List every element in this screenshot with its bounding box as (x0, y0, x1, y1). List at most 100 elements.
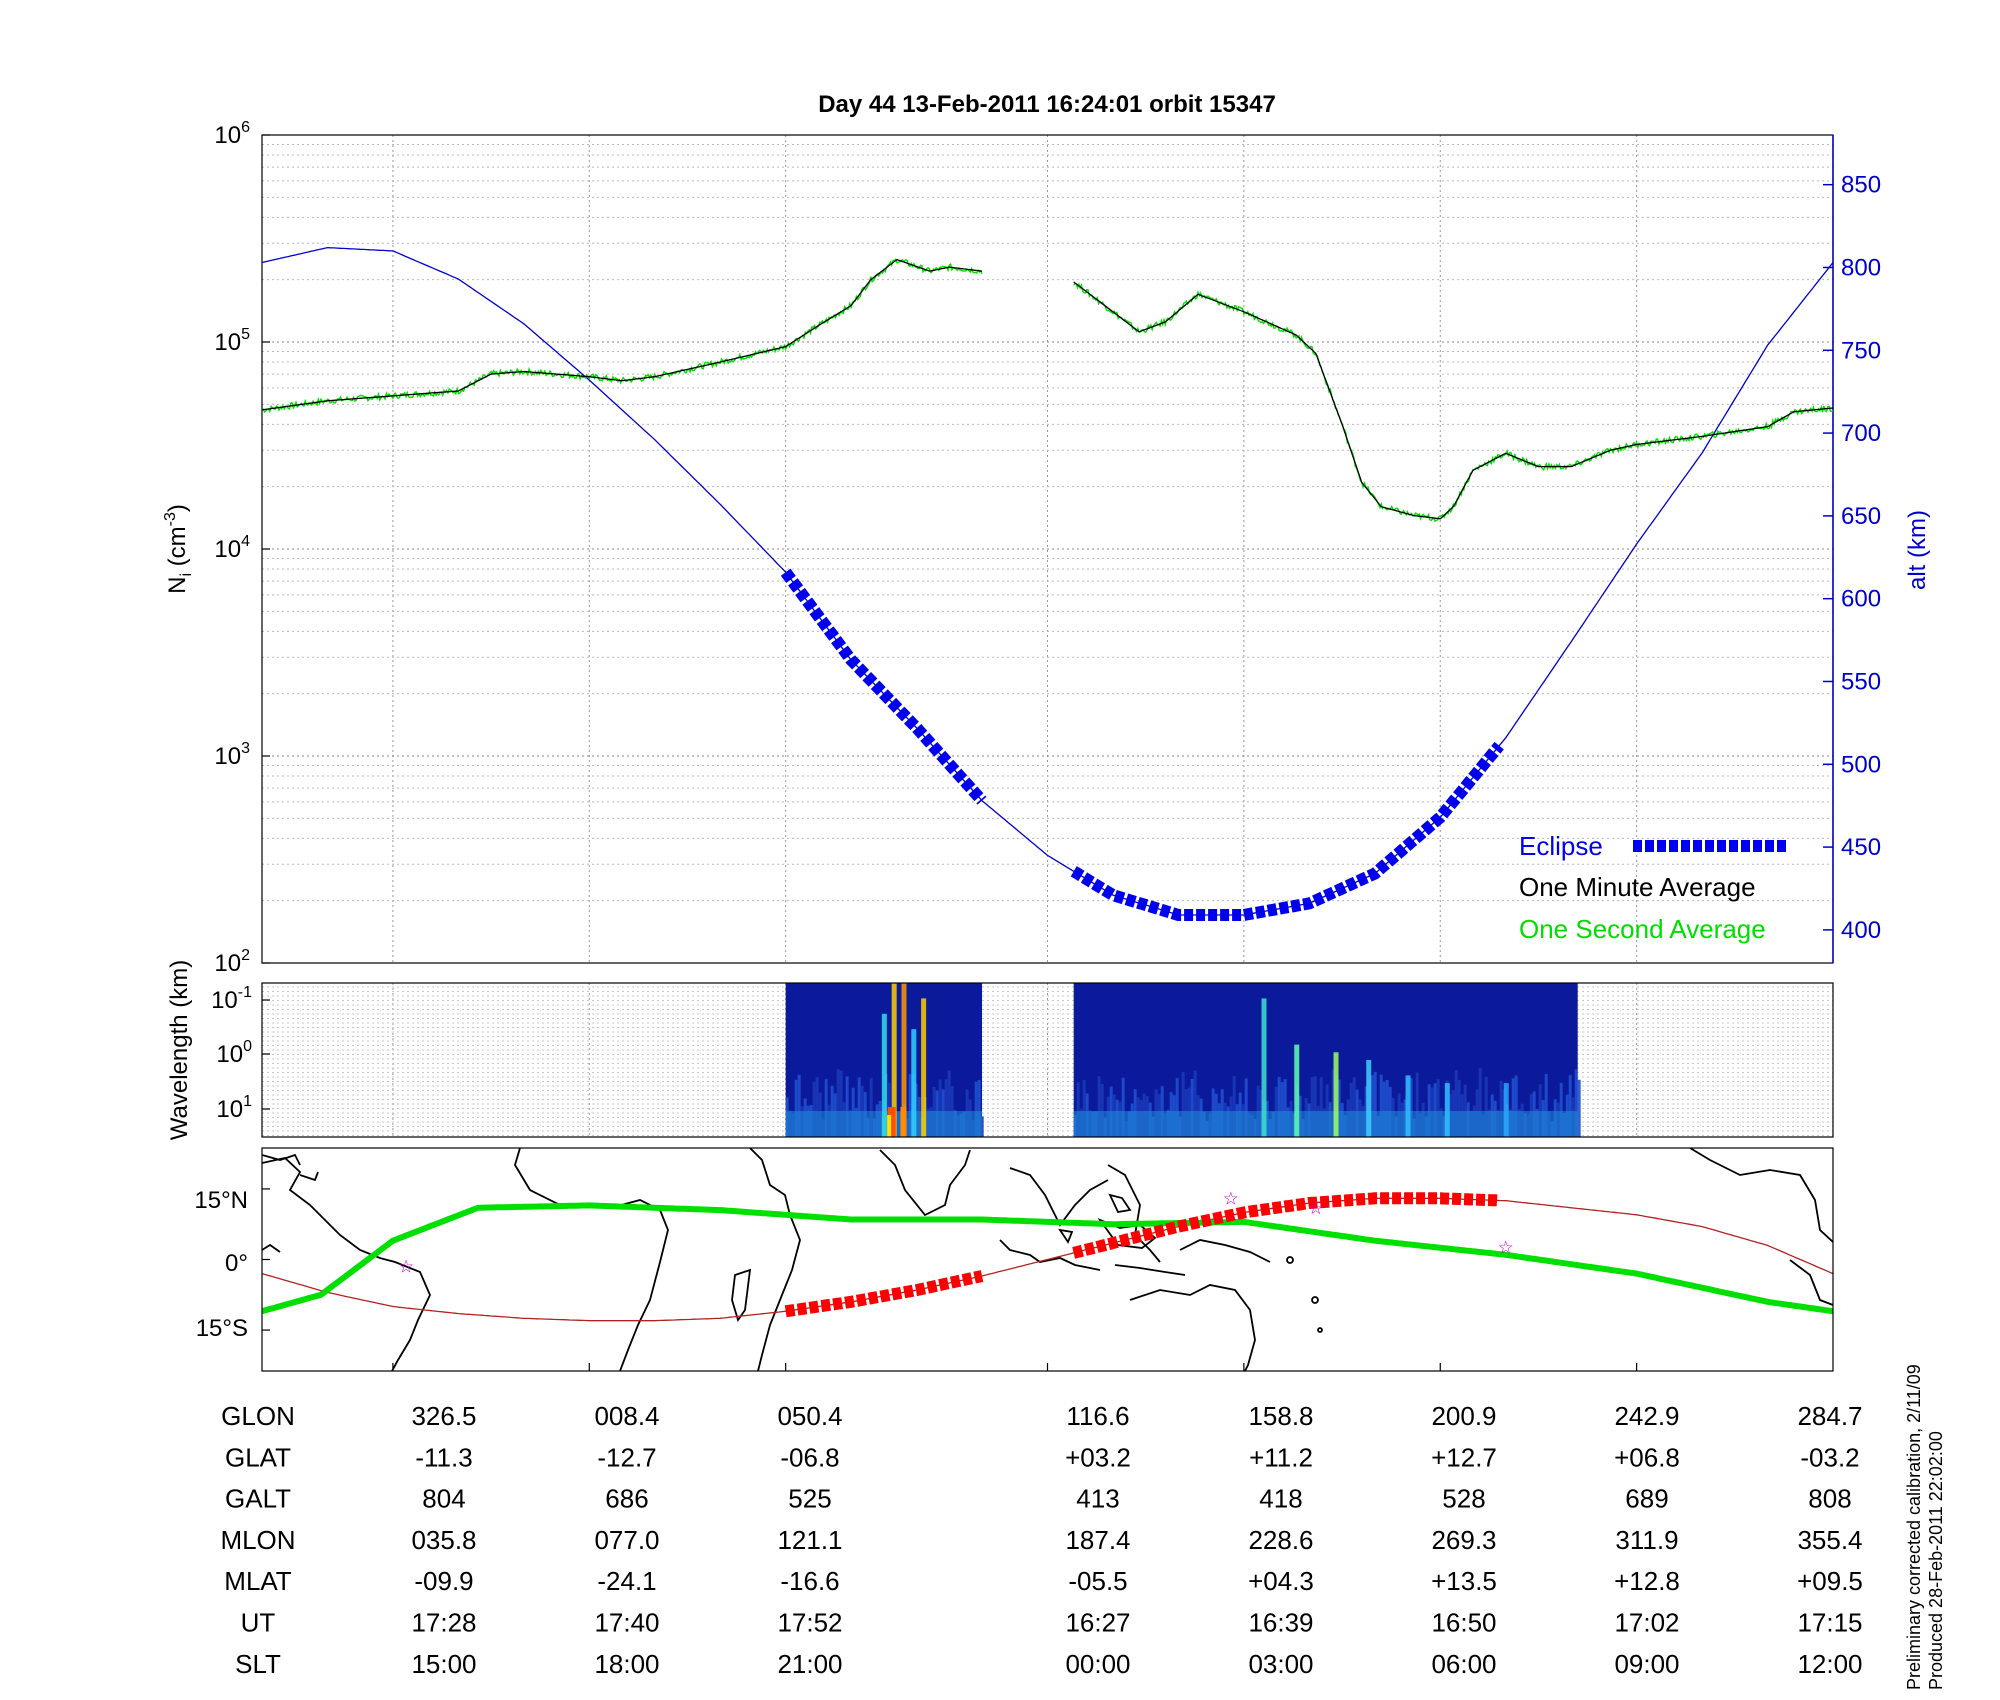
spectrogram-column (908, 1073, 912, 1137)
spectrogram-column (1244, 1078, 1248, 1137)
density-tick-label-0: 102 (214, 947, 250, 977)
table-cell-mlon-1: 077.0 (594, 1525, 659, 1555)
spectrogram-spike-1-2 (1333, 1052, 1339, 1137)
alt-tick-label-9: 850 (1841, 172, 1881, 199)
spectrogram-column (1280, 1082, 1284, 1137)
star-marker-3: ☆ (1498, 1238, 1514, 1258)
table-label-mlon: MLON (220, 1525, 295, 1555)
spectrogram-column (1337, 1079, 1341, 1137)
eclipse-track-0 (784, 1270, 984, 1318)
spectrogram-column (836, 1069, 840, 1137)
density-tick-label-1: 103 (214, 740, 250, 770)
spectrogram-column (812, 1081, 816, 1137)
table-cell-mlat-4: +04.3 (1248, 1566, 1314, 1596)
one-minute-average-0 (262, 258, 983, 411)
wavelength-axis-label: Wavelength (km) (166, 960, 193, 1141)
table-cell-galt-6: 689 (1625, 1484, 1668, 1514)
spectrogram-column (845, 1076, 849, 1137)
coast-philippines (1108, 1193, 1132, 1213)
density-axis-ticks: 102 103 104 105 106 (214, 119, 270, 977)
density-tick-label-3: 105 (214, 326, 250, 356)
spectrogram-spike-0-4 (921, 998, 927, 1137)
table-cell-ut-4: 16:39 (1248, 1608, 1313, 1638)
table-cell-galt-3: 413 (1076, 1484, 1119, 1514)
table-label-glon: GLON (221, 1401, 295, 1431)
spectrogram-column (1331, 1069, 1335, 1137)
spectrogram-column (980, 1116, 984, 1137)
table-cell-glon-0: 326.5 (411, 1401, 476, 1431)
table-cell-galt-4: 418 (1259, 1484, 1302, 1514)
altitude-line (262, 246, 1833, 916)
coast-central-america-right (1689, 1148, 1833, 1243)
spectrogram-column (1283, 1079, 1287, 1137)
table-cell-mlat-3: -05.5 (1068, 1566, 1127, 1596)
dip-equator-line (262, 1202, 1833, 1315)
table-cell-glat-1: -12.7 (597, 1442, 656, 1472)
island-1 (1286, 1256, 1294, 1264)
table-cell-mlon-6: 311.9 (1615, 1525, 1678, 1555)
spectrogram-column (1409, 1078, 1413, 1137)
spectrogram-column (1310, 1077, 1314, 1137)
table-cell-mlon-4: 228.6 (1248, 1525, 1313, 1555)
spectrogram-column (1181, 1071, 1185, 1137)
table-cell-glon-3: 116.6 (1066, 1401, 1129, 1431)
spectrogram-column (1379, 1074, 1383, 1137)
spectrogram-hotspot-c (887, 1115, 892, 1137)
alt-tick-label-0: 400 (1841, 917, 1881, 944)
one-second-average-1 (1073, 282, 1833, 523)
spectrogram-column (1190, 1078, 1194, 1137)
table-cell-mlat-0: -09.9 (414, 1566, 473, 1596)
table-cell-mlon-3: 187.4 (1065, 1525, 1130, 1555)
lat-label-15n: 15°N (194, 1187, 248, 1214)
spectrogram-column (977, 1079, 981, 1137)
table-cell-ut-7: 17:15 (1797, 1608, 1862, 1638)
spectrogram-column (1277, 1077, 1281, 1137)
table-cell-mlon-7: 355.4 (1797, 1525, 1862, 1555)
table-cell-galt-0: 804 (422, 1484, 465, 1514)
table-cell-ut-2: 17:52 (777, 1608, 842, 1638)
alt-tick-label-4: 600 (1841, 586, 1881, 613)
alt-tick-label-1: 450 (1841, 834, 1881, 861)
ground-track-map-panel: ☆ ☆ ☆ ☆ 15°N 0° 15°S (194, 1147, 1834, 1372)
star-marker-0: ☆ (398, 1257, 414, 1277)
island-3 (1317, 1327, 1323, 1333)
spectrogram-column (1121, 1077, 1125, 1137)
density-tick-label-4: 106 (214, 119, 250, 149)
coast-india (1009, 1167, 1109, 1227)
map-x-ticks (262, 1188, 1638, 1371)
table-cell-glon-6: 242.9 (1614, 1401, 1679, 1431)
coast-caribbean (262, 1243, 281, 1253)
footnote: Preliminary corrected calibration, 2/11/… (1904, 1364, 1946, 1690)
alt-tick-label-8: 800 (1841, 254, 1881, 281)
table-cell-slt-7: 12:00 (1797, 1649, 1862, 1679)
table-cell-galt-1: 686 (605, 1484, 648, 1514)
table-cell-galt-7: 808 (1808, 1484, 1851, 1514)
table-cell-mlon-5: 269.3 (1431, 1525, 1496, 1555)
spectrogram-column (1568, 1075, 1572, 1137)
spectrogram-column (1193, 1070, 1197, 1137)
table-cell-glon-5: 200.9 (1431, 1401, 1496, 1431)
spectrogram-column (1319, 1077, 1323, 1137)
alt-tick-label-7: 750 (1841, 337, 1881, 364)
coast-south-america-right (1789, 1259, 1833, 1306)
spectrogram-column (1454, 1070, 1458, 1137)
wavelength-spectrogram-panel: 10-1 100 101 Wavelength (km) (166, 960, 1834, 1141)
spectrogram-column (1433, 1083, 1437, 1137)
spectrogram-column (1325, 1084, 1329, 1137)
spectrogram-column (974, 1081, 978, 1137)
table-label-mlat: MLAT (224, 1566, 292, 1596)
orbit-track-line (262, 1197, 1833, 1322)
spectrogram-column (1484, 1076, 1488, 1137)
coast-east-africa (749, 1148, 801, 1371)
spectrogram-column (1577, 1079, 1581, 1137)
table-cell-mlat-1: -24.1 (597, 1566, 656, 1596)
spectrogram-column (1232, 1076, 1236, 1137)
coast-north-1 (262, 1153, 301, 1166)
coast-southeast-asia (1107, 1164, 1161, 1263)
table-cell-galt-2: 525 (788, 1484, 831, 1514)
table-cell-slt-4: 03:00 (1248, 1649, 1313, 1679)
altitude-axis-ticks: 400 450 500 550 600 650 700 750 800 850 (1823, 172, 1881, 944)
table-cell-mlat-5: +13.5 (1431, 1566, 1497, 1596)
spectrogram-column (1499, 1080, 1503, 1137)
top-panel-data (262, 246, 1833, 921)
